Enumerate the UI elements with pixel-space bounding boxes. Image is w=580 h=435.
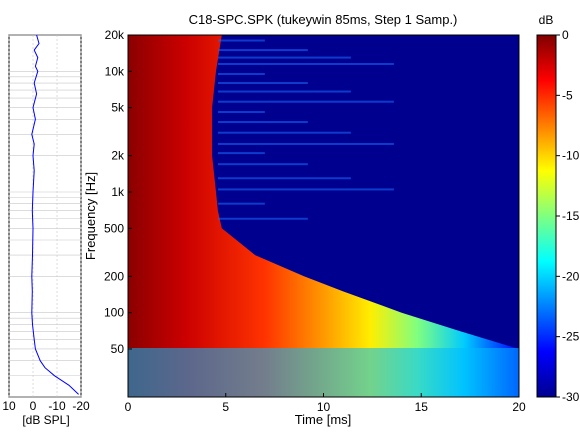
- heatmap-streak: [217, 63, 394, 66]
- colorbar-tick-label: -30: [562, 390, 580, 404]
- colorbar-tick-label: -15: [562, 209, 580, 223]
- heatmap-streak: [217, 163, 308, 166]
- heatmap-streak: [217, 100, 394, 103]
- magnitude-x-tick-label: 0: [30, 399, 37, 413]
- heatmap-decay-region: [128, 35, 519, 397]
- heatmap-lowfreq-band: [128, 348, 519, 397]
- magnitude-x-ticks: 10 0 -10 -20: [2, 399, 90, 413]
- colorbar-tick-label: -20: [562, 269, 580, 283]
- heatmap-hf-streaks: [217, 39, 394, 220]
- colorbar-tick-label: -25: [562, 330, 580, 344]
- frequency-tick-label: 5k: [111, 101, 125, 115]
- colorbar-ticks: 0 -5 -10 -15 -20 -25 -30: [556, 28, 580, 404]
- heatmap-streak: [217, 49, 308, 52]
- colorbar-tick-label: 0: [562, 28, 569, 42]
- magnitude-x-tick-label: -20: [72, 399, 90, 413]
- colorbar-tick-label: -5: [562, 88, 573, 102]
- colorbar-gradient: [536, 34, 557, 398]
- heatmap-streak: [217, 142, 394, 145]
- heatmap-streak: [217, 121, 308, 124]
- time-tick-label: 10: [317, 400, 331, 414]
- magnitude-x-tick-label: -10: [48, 399, 66, 413]
- frequency-tick-label: 500: [104, 221, 124, 235]
- frequency-tick-label: 200: [104, 269, 124, 283]
- frequency-tick-label: 100: [104, 306, 124, 320]
- magnitude-x-axis-label: [dB SPL]: [22, 413, 69, 427]
- heatmap-streak: [217, 202, 265, 205]
- heatmap-streak: [217, 111, 265, 114]
- time-tick-label: 5: [222, 400, 229, 414]
- y-axis-label: Frequency [Hz]: [83, 172, 98, 260]
- chart-title: C18-SPC.SPK (tukeywin 85ms, Step 1 Samp.…: [189, 12, 458, 27]
- frequency-tick-label: 2k: [111, 149, 125, 163]
- heatmap-streak: [217, 152, 265, 155]
- magnitude-plot-area: [8, 34, 82, 398]
- colorbar: dB 0 -5 -10 -15 -20 -25 -30: [536, 13, 580, 404]
- time-tick-label: 20: [512, 400, 526, 414]
- time-tick-label: 15: [415, 400, 429, 414]
- waterfall-panel: C18-SPC.SPK (tukeywin 85ms, Step 1 Samp.…: [83, 12, 526, 427]
- frequency-ticks: 20k 10k 5k 2k 1k 500 200 100 50: [104, 28, 132, 356]
- heatmap-streak: [217, 39, 265, 42]
- time-ticks: 0 5 10 15 20: [125, 393, 526, 414]
- heatmap-streak: [217, 177, 351, 180]
- magnitude-curve: [31, 35, 79, 395]
- frequency-tick-label: 1k: [111, 185, 125, 199]
- heatmap-streak: [217, 188, 394, 191]
- heatmap-streak: [217, 90, 351, 93]
- colorbar-label: dB: [539, 13, 554, 27]
- colorbar-tick-label: -10: [562, 149, 580, 163]
- magnitude-panel: 10 0 -10 -20 [dB SPL]: [2, 34, 90, 427]
- magnitude-grid: [8, 34, 82, 398]
- heatmap-streak: [217, 131, 351, 134]
- frequency-tick-label: 20k: [105, 28, 125, 42]
- x-axis-label: Time [ms]: [295, 412, 352, 427]
- heatmap-streak: [217, 217, 308, 220]
- heatmap-streak: [217, 82, 308, 85]
- frequency-tick-label: 10k: [105, 64, 125, 78]
- heatmap-area: [128, 35, 519, 397]
- magnitude-x-tick-label: 10: [2, 399, 16, 413]
- heatmap-streak: [217, 73, 265, 76]
- time-tick-label: 0: [125, 400, 132, 414]
- heatmap-streak: [217, 56, 351, 59]
- frequency-tick-label: 50: [111, 342, 125, 356]
